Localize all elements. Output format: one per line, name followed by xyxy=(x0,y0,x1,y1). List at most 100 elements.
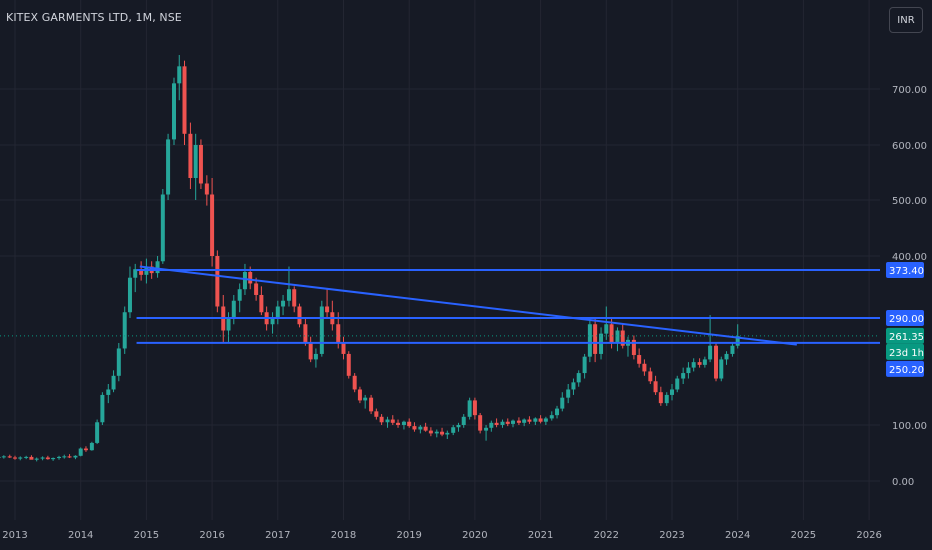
grid xyxy=(0,0,880,520)
candle-body xyxy=(62,456,67,458)
candle-body xyxy=(89,442,94,451)
candle-body xyxy=(40,457,45,459)
x-tick-label: 2016 xyxy=(199,530,224,541)
y-tick-label: 0.00 xyxy=(892,477,914,488)
candle-body xyxy=(505,421,510,424)
candle-body xyxy=(248,271,253,284)
candle-body xyxy=(484,427,489,431)
candle-body xyxy=(620,330,625,346)
candle-body xyxy=(303,324,308,343)
y-tick-label: 400.00 xyxy=(892,252,927,263)
x-tick-label: 2017 xyxy=(265,530,290,541)
candle-body xyxy=(0,456,1,459)
candle-body xyxy=(516,420,521,423)
candle-body xyxy=(111,375,116,390)
candle-body xyxy=(127,277,132,313)
candle-body xyxy=(270,318,275,325)
candle-body xyxy=(7,456,12,458)
price-tag xyxy=(886,327,924,344)
candle-body xyxy=(193,145,198,178)
trendline-segment xyxy=(139,265,797,346)
candle-body xyxy=(286,289,291,301)
currency-button[interactable]: INR xyxy=(889,7,923,33)
candle-body xyxy=(237,289,242,301)
candle-body xyxy=(308,343,313,360)
x-tick-label: 2013 xyxy=(2,530,27,541)
candle-body xyxy=(215,256,220,307)
candle-body xyxy=(57,456,62,459)
candle-body xyxy=(254,283,259,295)
candle-body xyxy=(730,345,735,354)
candle-body xyxy=(182,66,187,134)
candle-body xyxy=(582,356,587,374)
candle-body xyxy=(467,400,472,417)
candle-body xyxy=(511,420,516,424)
candle-body xyxy=(697,362,702,365)
x-tick-label: 2018 xyxy=(331,530,356,541)
price-tag xyxy=(886,343,924,360)
candle-body xyxy=(571,382,576,390)
candle-body xyxy=(155,261,160,274)
candle-body xyxy=(297,306,302,325)
x-tick-label: 2026 xyxy=(856,530,881,541)
level-lines[interactable] xyxy=(0,269,880,344)
candle-body xyxy=(336,324,341,343)
candle-body xyxy=(275,306,280,318)
candle-body xyxy=(363,397,368,401)
price-tag xyxy=(886,360,924,377)
candle-body xyxy=(642,363,647,372)
candle-body xyxy=(478,415,483,431)
candles xyxy=(0,55,740,462)
candle-body xyxy=(231,300,236,318)
candle-body xyxy=(346,353,351,376)
candle-body xyxy=(631,339,636,356)
candle-body xyxy=(95,422,100,443)
candle-body xyxy=(106,389,111,395)
candle-body xyxy=(292,289,297,307)
candle-body xyxy=(566,389,571,398)
candle-body xyxy=(374,411,379,417)
price-tag-label: 250.20 xyxy=(889,365,924,376)
y-axis[interactable]: 700.00 600.00 500.00 400.00 100.00 0.00 xyxy=(892,85,927,488)
candle-body xyxy=(313,353,318,360)
candle-body xyxy=(637,355,642,364)
x-tick-label: 2022 xyxy=(594,530,619,541)
candle-body xyxy=(166,139,171,195)
candle-body xyxy=(708,345,713,360)
candle-body xyxy=(226,318,231,331)
x-tick-label: 2019 xyxy=(396,530,421,541)
candle-body xyxy=(670,389,674,395)
candle-body xyxy=(428,430,433,434)
y-tick-label: 500.00 xyxy=(892,196,927,207)
candle-body xyxy=(675,378,680,390)
candle-body xyxy=(735,336,740,346)
trendline[interactable] xyxy=(139,265,797,346)
candle-body xyxy=(423,426,428,431)
x-tick-label: 2024 xyxy=(725,530,750,541)
candle-body xyxy=(418,426,423,430)
candle-body xyxy=(401,421,406,425)
price-tag-label: 290.00 xyxy=(889,314,924,325)
candle-body xyxy=(527,419,532,422)
candle-body xyxy=(369,397,374,412)
candle-body xyxy=(702,359,707,365)
candle-body xyxy=(440,431,445,435)
candle-body xyxy=(615,330,620,343)
price-tag-label: 23d 1h xyxy=(889,348,924,359)
x-axis[interactable]: 2013 2014 2015 2016 2017 2018 2019 2020 2021 2022… xyxy=(2,530,882,541)
candle-body xyxy=(139,269,144,275)
candle-body xyxy=(576,373,581,383)
candle-body xyxy=(204,183,209,195)
candle-body xyxy=(560,397,565,409)
candle-body xyxy=(357,389,362,401)
y-tick-label: 100.00 xyxy=(892,421,927,432)
candle-body xyxy=(83,448,88,451)
candle-body xyxy=(18,457,23,459)
candle-body xyxy=(78,448,83,456)
chart-title: KITEX GARMENTS LTD, 1M, NSE xyxy=(6,11,182,24)
candle-body xyxy=(73,455,78,458)
candle-body xyxy=(648,371,653,382)
candle-body xyxy=(319,306,324,354)
candle-body xyxy=(604,324,609,334)
